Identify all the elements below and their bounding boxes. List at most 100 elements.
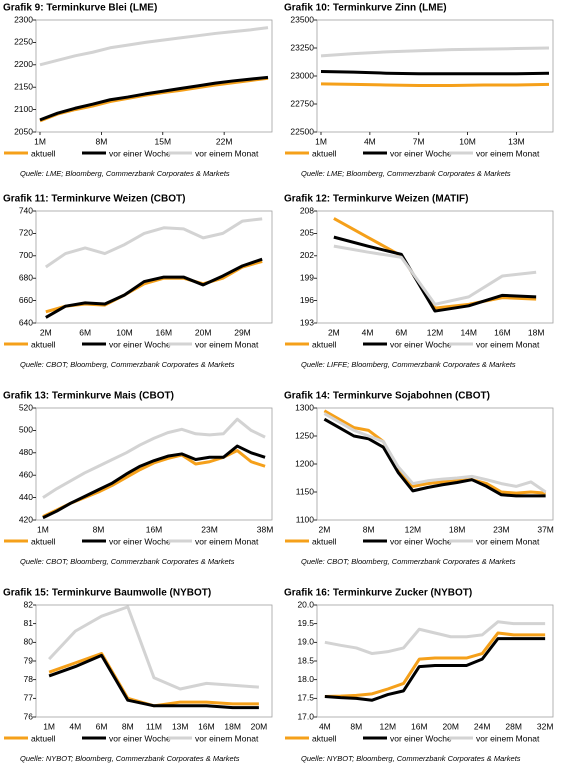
x-tick-label: 28M xyxy=(505,721,522,731)
source-note: Quelle: NYBOT; Bloomberg, Commerzbank Co… xyxy=(301,754,521,763)
x-tick-label: 16M xyxy=(156,327,173,337)
x-tick-label: 1M xyxy=(43,721,55,731)
y-tick-label: 500 xyxy=(19,425,33,435)
y-tick-label: 199 xyxy=(300,272,314,282)
series-line xyxy=(48,605,259,691)
y-tick-label: 78 xyxy=(24,674,34,684)
chart-title: Grafik 15: Terminkurve Baumwolle (NYBOT) xyxy=(3,588,211,599)
series-line xyxy=(323,417,546,498)
chart-title: Grafik 16: Terminkurve Zucker (NYBOT) xyxy=(284,588,472,599)
source-note: Quelle: LIFFE; Bloomberg, Commerzbank Co… xyxy=(301,360,516,369)
legend-label: vor einer Woche xyxy=(109,733,171,743)
legend-label: vor einer Woche xyxy=(109,536,171,546)
y-tick-label: 202 xyxy=(300,250,314,260)
x-tick-label: 6M xyxy=(395,327,407,337)
series-line xyxy=(48,653,259,710)
series-line xyxy=(48,652,259,708)
x-tick-label: 10M xyxy=(116,327,133,337)
series-line xyxy=(333,244,537,306)
plot-frame xyxy=(316,604,554,718)
chart-title: Grafik 10: Terminkurve Zinn (LME) xyxy=(284,3,447,14)
chart-title: Grafik 11: Terminkurve Weizen (CBOT) xyxy=(3,194,185,205)
y-tick-label: 700 xyxy=(19,250,33,260)
y-tick-label: 23500 xyxy=(290,14,314,24)
y-tick-label: 2150 xyxy=(14,81,33,91)
chart-title: Grafik 13: Terminkurve Mais (CBOT) xyxy=(3,391,174,402)
legend-label: vor einer Woche xyxy=(390,339,452,349)
y-tick-label: 193 xyxy=(300,317,314,327)
x-tick-label: 1M xyxy=(34,136,46,146)
legend-label: vor einer Woche xyxy=(390,733,452,743)
y-tick-label: 1150 xyxy=(296,486,315,496)
x-tick-label: 12M xyxy=(427,327,444,337)
series-line xyxy=(39,75,269,122)
x-tick-label: 8M xyxy=(93,524,105,534)
x-tick-label: 13M xyxy=(172,721,189,731)
chart-title: Grafik 14: Terminkurve Sojabohnen (CBOT) xyxy=(284,391,490,402)
source-note: Quelle: CBOT; Bloomberg, Commerzbank Cor… xyxy=(20,557,235,566)
x-tick-label: 4M xyxy=(362,327,374,337)
x-tick-label: 8M xyxy=(363,524,375,534)
chart-panel: Grafik 12: Terminkurve Weizen (MATIF) 193… xyxy=(284,194,554,369)
x-tick-label: 32M xyxy=(537,721,554,731)
x-tick-label: 8M xyxy=(350,721,362,731)
series-line xyxy=(39,76,269,123)
y-tick-label: 1100 xyxy=(296,514,315,524)
y-tick-label: 19.0 xyxy=(297,637,314,647)
x-tick-label: 1M xyxy=(315,136,327,146)
x-tick-label: 18M xyxy=(224,721,241,731)
y-tick-label: 80 xyxy=(24,637,34,647)
y-tick-label: 81 xyxy=(24,618,34,628)
y-tick-label: 17.5 xyxy=(297,693,314,703)
legend-label: aktuell xyxy=(31,733,56,743)
plot-frame xyxy=(316,407,554,521)
series-line xyxy=(333,235,537,313)
x-tick-label: 12M xyxy=(380,721,397,731)
chart-panel: Grafik 10: Terminkurve Zinn (LME) 22500 22… xyxy=(284,3,554,178)
legend-label: vor einem Monat xyxy=(195,148,259,158)
y-tick-label: 79 xyxy=(24,655,34,665)
legend-label: vor einem Monat xyxy=(476,536,540,546)
y-tick-label: 2100 xyxy=(14,104,33,114)
x-tick-label: 10M xyxy=(459,136,476,146)
legend-label: vor einer Woche xyxy=(109,339,171,349)
y-tick-label: 1250 xyxy=(295,430,314,440)
series-line xyxy=(333,217,537,310)
legend-label: vor einem Monat xyxy=(476,148,540,158)
y-tick-label: 17.0 xyxy=(297,711,314,721)
legend-label: vor einem Monat xyxy=(195,339,259,349)
x-tick-label: 38M xyxy=(257,524,274,534)
y-tick-label: 22750 xyxy=(290,98,314,108)
y-tick-label: 18.5 xyxy=(297,655,314,665)
x-tick-label: 20M xyxy=(195,327,212,337)
y-tick-label: 460 xyxy=(19,469,33,479)
y-tick-label: 720 xyxy=(19,228,33,238)
x-tick-label: 1M xyxy=(37,524,49,534)
y-tick-label: 740 xyxy=(19,205,33,215)
x-tick-label: 4M xyxy=(69,721,81,731)
x-tick-label: 24M xyxy=(474,721,491,731)
x-tick-label: 22M xyxy=(216,136,233,146)
y-tick-label: 20.0 xyxy=(297,599,314,609)
x-tick-label: 18M xyxy=(528,327,545,337)
x-tick-label: 4M xyxy=(364,136,376,146)
legend-label: aktuell xyxy=(312,733,337,743)
x-tick-label: 2M xyxy=(328,327,340,337)
chart-title: Grafik 12: Terminkurve Weizen (MATIF) xyxy=(284,194,468,205)
legend-label: vor einer Woche xyxy=(109,148,171,158)
y-tick-label: 19.5 xyxy=(297,618,314,628)
plot-frame xyxy=(35,604,273,718)
series-line xyxy=(39,26,269,67)
x-tick-label: 6M xyxy=(79,327,91,337)
plot-frame xyxy=(35,407,273,521)
plot-frame xyxy=(316,19,554,133)
plot-frame xyxy=(316,210,554,324)
y-tick-label: 18.0 xyxy=(297,674,314,684)
legend-label: vor einem Monat xyxy=(476,339,540,349)
series-line xyxy=(44,217,263,269)
x-tick-label: 7M xyxy=(413,136,425,146)
y-tick-label: 205 xyxy=(300,228,314,238)
y-tick-label: 2300 xyxy=(14,14,33,24)
legend-label: vor einer Woche xyxy=(390,148,452,158)
